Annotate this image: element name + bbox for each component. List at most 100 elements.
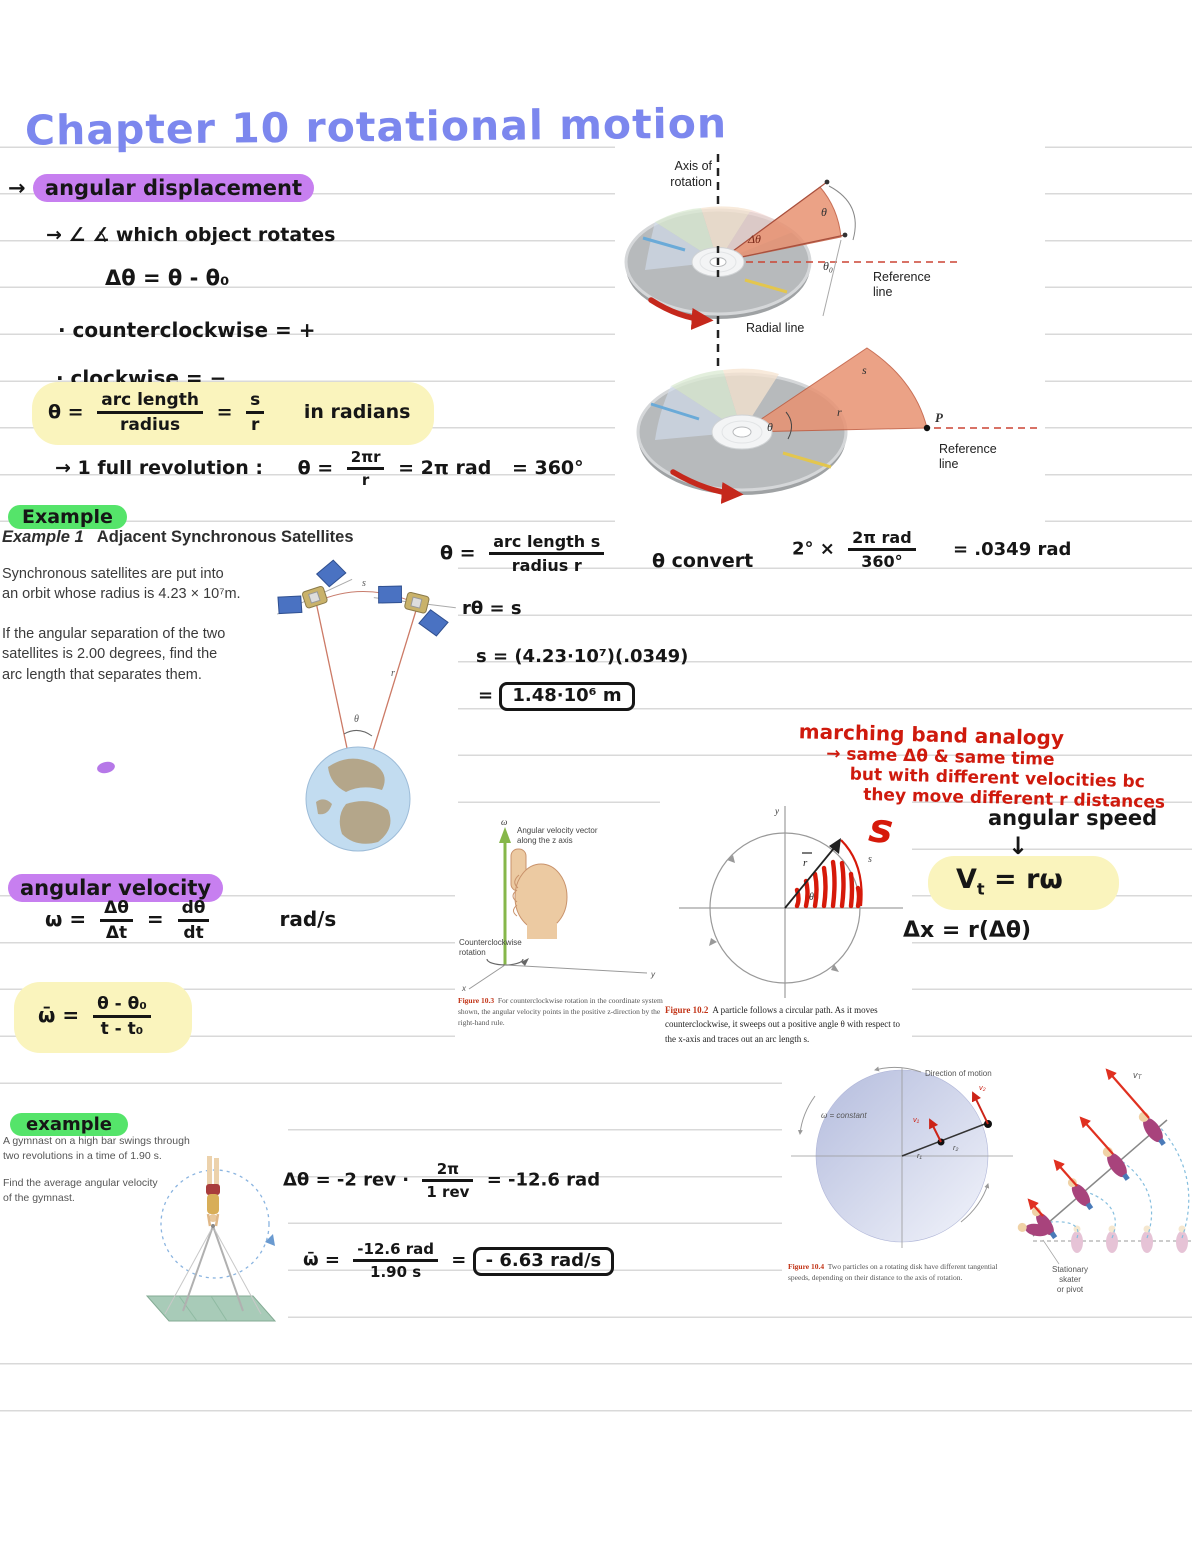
right-hand-thumb-up [510, 848, 568, 939]
omega-constant-label: ω = constant [821, 1111, 867, 1120]
example1-para1: Synchronous satellites are put into an or… [2, 566, 241, 603]
velocity-vector-2 [971, 1091, 989, 1125]
s-label: s [868, 854, 872, 865]
theta-definition-equation: θ = arc length radius = s r in radians [32, 382, 435, 445]
fraction: 2π rad 360° [848, 528, 916, 571]
svg-text:along the z axis: along the z axis [517, 836, 573, 845]
fraction: s r [246, 390, 265, 435]
definition-line: → ∠ ∡ which object rotates [46, 224, 336, 246]
handwritten-s-label: s [867, 805, 895, 853]
angular-displacement-heading: → angular displacement [8, 174, 314, 202]
theta-label: θ [354, 714, 359, 725]
blue-streak [642, 236, 686, 252]
arrow-icon: → [55, 457, 71, 479]
skater-figure-card [1015, 1058, 1200, 1303]
yellow-streak [744, 278, 788, 294]
arrow-icon: → [46, 224, 62, 246]
radial-line-label: Radial line [746, 321, 804, 335]
example2-para1: A gymnast on a high bar swings through tw… [3, 1135, 190, 1162]
example2-tag: example [10, 1113, 128, 1136]
substitution-equation: s = (4.23·10⁷)(.0349) [476, 646, 689, 667]
theta-label: θ [809, 892, 814, 903]
angular-speed-label: angular speed [988, 806, 1158, 830]
tangential-velocity-equation: Vt = rω [928, 856, 1119, 911]
pivot-label: Stationary [1052, 1265, 1088, 1274]
theta-label: θ [767, 420, 773, 434]
angular-velocity-heading: angular velocity [8, 874, 224, 902]
y-axis-label: y [774, 806, 779, 816]
angular-displacement-label: angular displacement [32, 174, 314, 202]
delta-theta-label: Δθ [747, 232, 761, 246]
rotation-arrow [648, 297, 714, 330]
example1-tag: Example [8, 505, 127, 529]
fraction: dθ dt [177, 898, 210, 943]
r-label: r [837, 405, 842, 419]
r-theta-equation: rθ = s [462, 598, 522, 619]
figure-10-2: y r θ s s [679, 805, 903, 998]
svg-text:rotation: rotation [670, 175, 712, 189]
y-axis [504, 964, 648, 974]
earth [305, 746, 411, 852]
cd-rotation-figure: Axis of rotation Δθ θ θ₀ [624, 154, 1039, 504]
example1-para2: If the angular separation of the two sate… [2, 626, 226, 683]
svg-text:skater: skater [1059, 1275, 1081, 1284]
s-label: s [362, 578, 366, 589]
radius-vector [784, 841, 840, 909]
v2-label: v₂ [979, 1083, 986, 1092]
fraction: 2πr r [346, 448, 385, 489]
velocity-vector-1 [929, 1118, 942, 1143]
circular-path [709, 832, 861, 984]
ccw-label: Counterclockwise [459, 938, 522, 947]
radial-line [901, 1121, 991, 1157]
figure-10-3-card [455, 812, 667, 1060]
red-arc [840, 839, 863, 907]
point-p [923, 424, 931, 432]
theta-label: θ [821, 205, 827, 219]
boxed-answer: - 6.63 rad/s [472, 1246, 615, 1276]
r-vector-label: r [803, 857, 808, 869]
arrow-icon: → [8, 176, 26, 200]
vector-label: Angular velocity vector [517, 826, 598, 835]
angular-velocity-equation: ω = Δθ Δt = dθ dt rad/s [45, 898, 337, 943]
units-label: rad/s [279, 907, 337, 931]
arc-s [315, 591, 419, 605]
svg-text:line: line [939, 457, 959, 471]
full-revolution-line: → 1 full revolution : θ = 2πr r = 2π rad… [55, 448, 584, 489]
skaters [1017, 1111, 1166, 1240]
average-omega-result-equation: ω̄ = -12.6 rad 1.90 s = - 6.63 rad/s [303, 1240, 615, 1281]
p-label: P [935, 410, 944, 425]
gymnast-figure [145, 1156, 277, 1322]
rotation-arrow [670, 469, 744, 504]
direction-of-motion-label: Direction of motion [925, 1069, 992, 1078]
fraction: -12.6 rad 1.90 s [353, 1240, 438, 1281]
satellite [276, 559, 353, 615]
figure-10-2-caption: Figure 10.2 A particle follows a circula… [665, 1005, 900, 1044]
r1-label: r₁ [917, 1151, 922, 1160]
skater-figure: vT Stationary skater or pivot [1017, 1068, 1193, 1294]
figure-10-4: Direction of motion ω = constant v₁ v₂ r… [791, 1066, 1013, 1248]
fraction: arc length radius [97, 390, 203, 435]
axis-label: Axis of [674, 159, 712, 173]
theta0-label: θ₀ [823, 259, 833, 273]
v1-label: v₁ [913, 1115, 920, 1124]
fraction: θ - θ₀ t - t₀ [93, 994, 151, 1039]
theta-convert-label: θ convert [652, 550, 754, 572]
theta-arc-ratio-equation: θ = arc length s radius r [440, 532, 611, 575]
fraction: Δθ Δt [100, 898, 133, 943]
figure-10-2-card [660, 798, 912, 1056]
cd-disc-top: Δθ θ θ₀ Reference line Radial line [624, 179, 960, 335]
reference-line-label: Reference [939, 442, 997, 456]
figure-10-4-caption: Figure 10.4 Two particles on a rotating … [788, 1262, 998, 1282]
vt-label: vT [1133, 1070, 1143, 1081]
red-hatching [794, 859, 862, 909]
theta-wedge [740, 347, 928, 433]
x-axis [468, 964, 506, 990]
motion-arcs [1050, 1125, 1190, 1239]
svg-text:line: line [873, 285, 893, 299]
tangential-velocity-arrows [1027, 1068, 1150, 1217]
high-bar-frame [182, 1225, 214, 1312]
boxed-answer: 1.48·10⁶ m [499, 682, 635, 711]
down-arrow-icon: ↓ [1008, 832, 1029, 860]
units-label: in radians [303, 401, 411, 423]
